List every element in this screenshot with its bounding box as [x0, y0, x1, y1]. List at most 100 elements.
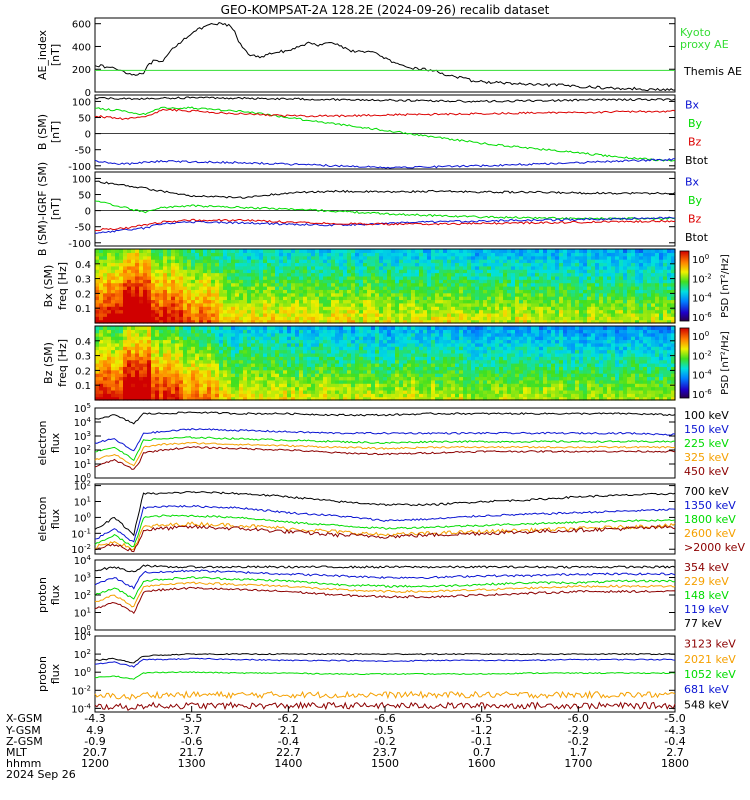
spectrogram-cell	[319, 316, 324, 321]
spectrogram-cell	[307, 292, 312, 297]
spectrogram-cell	[607, 312, 612, 317]
spectrogram-cell	[415, 286, 420, 290]
spectrogram-cell	[279, 282, 284, 287]
spectrogram-cell	[199, 383, 204, 388]
spectrogram-cell	[395, 363, 400, 367]
spectrogram-cell	[167, 359, 172, 364]
spectrogram-cell	[359, 309, 364, 314]
spectrogram-cell	[471, 272, 476, 277]
spectrogram-cell	[515, 275, 520, 280]
spectrogram-cell	[599, 262, 604, 267]
spectrogram-cell	[647, 259, 652, 264]
spectrogram-cell	[167, 262, 172, 267]
spectrogram-cell	[335, 252, 340, 257]
spectrogram-cell	[647, 279, 652, 284]
spectrogram-cell	[375, 363, 380, 367]
spectrogram-cell	[295, 329, 300, 334]
spectrogram-cell	[203, 299, 208, 304]
spectrogram-cell	[215, 329, 220, 334]
spectrogram-cell	[155, 299, 160, 304]
spectrogram-cell	[303, 269, 308, 274]
spectrogram-cell	[531, 292, 536, 297]
spectrogram-cell	[647, 309, 652, 314]
spectrogram-cell	[231, 359, 236, 364]
spectrogram-cell	[555, 255, 560, 260]
spectrogram-cell	[391, 352, 396, 357]
spectrogram-cell	[403, 363, 408, 367]
spectrogram-cell	[195, 279, 200, 284]
spectrogram-cell	[515, 299, 520, 304]
y-tick-label: 0.2	[75, 289, 91, 300]
spectrogram-cell	[203, 352, 208, 357]
spectrogram-cell	[295, 275, 300, 280]
spectrogram-cell	[431, 289, 436, 294]
spectrogram-cell	[143, 369, 148, 374]
spectrogram-cell	[163, 265, 168, 270]
spectrogram-cell	[551, 275, 556, 280]
spectrogram-cell	[331, 252, 336, 257]
spectrogram-cell	[199, 356, 204, 361]
spectrogram-cell	[403, 269, 408, 274]
spectrogram-cell	[227, 269, 232, 274]
spectrogram-cell	[171, 326, 176, 330]
spectrogram-cell	[131, 396, 136, 401]
spectrogram-cell	[147, 292, 152, 297]
spectrogram-cell	[103, 255, 108, 260]
spectrogram-cell	[267, 386, 272, 391]
spectrogram-cell	[395, 379, 400, 384]
spectrogram-cell	[119, 299, 124, 304]
spectrogram-cell	[215, 346, 220, 351]
spectrogram-cell	[95, 262, 100, 267]
spectrogram-cell	[139, 272, 144, 277]
spectrogram-cell	[143, 252, 148, 257]
spectrogram-cell	[407, 309, 412, 314]
spectrogram-cell	[303, 312, 308, 317]
spectrogram-cell	[139, 326, 144, 330]
spectrogram-cell	[107, 249, 112, 253]
legend-entry: Bz	[688, 135, 702, 148]
spectrogram-cell	[399, 296, 404, 301]
spectrogram-cell	[479, 272, 484, 277]
spectrogram-cell	[459, 299, 464, 304]
spectrogram-cell	[247, 275, 252, 280]
spectrogram-cell	[339, 272, 344, 277]
spectrogram-cell	[387, 336, 392, 341]
spectrogram-cell	[539, 259, 544, 264]
spectrogram-cell	[215, 386, 220, 391]
spectrogram-cell	[403, 366, 408, 371]
spectrogram-cell	[403, 386, 408, 391]
spectrogram-cell	[171, 286, 176, 290]
spectrogram-cell	[559, 319, 564, 324]
spectrogram-cell	[655, 316, 660, 321]
spectrogram-cell	[623, 299, 628, 304]
spectrogram-cell	[623, 265, 628, 270]
spectrogram-cell	[235, 286, 240, 290]
spectrogram-cell	[275, 296, 280, 301]
spectrogram-cell	[563, 252, 568, 257]
spectrogram-cell	[303, 349, 308, 354]
spectrogram-cell	[343, 359, 348, 364]
spectrogram-cell	[579, 312, 584, 317]
spectrogram-cell	[555, 279, 560, 284]
spectrogram-cell	[443, 296, 448, 301]
spectrogram-cell	[527, 319, 532, 324]
y-tick-label: 600	[72, 20, 91, 31]
spectrogram-cell	[107, 255, 112, 260]
spectrogram-cell	[123, 389, 128, 394]
spectrogram-cell	[107, 363, 112, 367]
spectrogram-cell	[327, 275, 332, 280]
spectrogram-cell	[283, 269, 288, 274]
spectrogram-cell	[555, 299, 560, 304]
spectrogram-cell	[403, 316, 408, 321]
spectrogram-cell	[171, 349, 176, 354]
spectrogram-cell	[375, 339, 380, 344]
spectrogram-cell	[615, 249, 620, 253]
spectrogram-cell	[159, 312, 164, 317]
spectrogram-cell	[299, 336, 304, 341]
spectrogram-cell	[311, 383, 316, 388]
spectrogram-cell	[331, 292, 336, 297]
spectrogram-cell	[155, 332, 160, 337]
spectrogram-cell	[203, 336, 208, 341]
spectrogram-cell	[419, 299, 424, 304]
